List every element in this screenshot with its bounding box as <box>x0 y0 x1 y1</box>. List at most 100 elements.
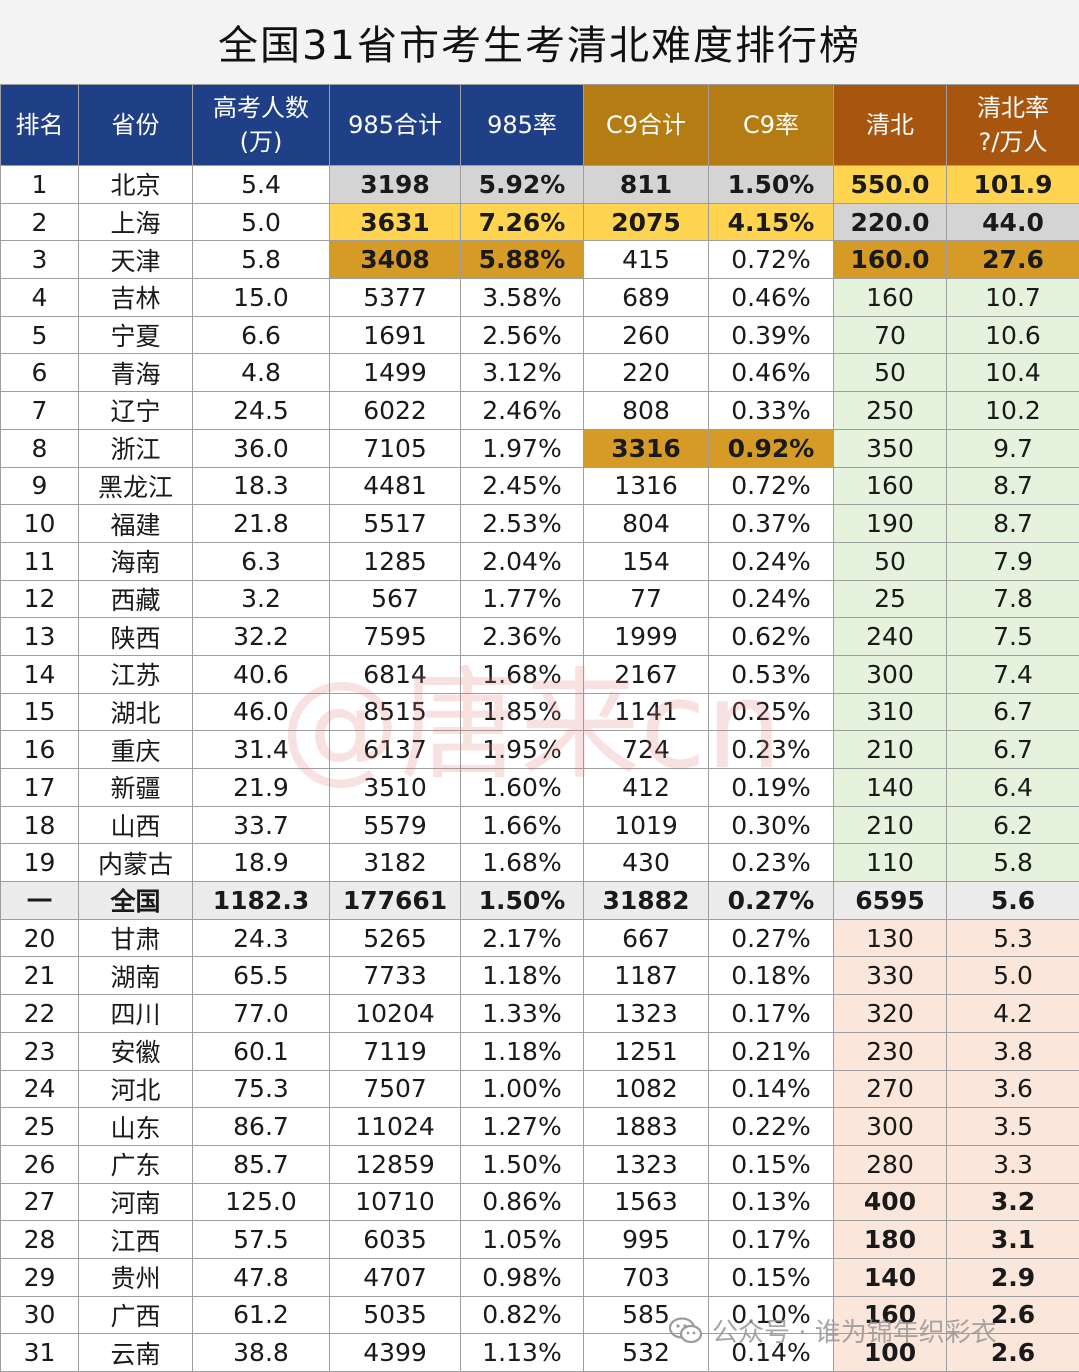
province-cell: 贵州 <box>78 1257 193 1297</box>
exam-count-cell: 21.8 <box>192 504 330 543</box>
c9-total-cell: 724 <box>583 730 709 769</box>
table-row: 14 江苏 40.6 6814 1.68% 2167 0.53% 300 7.4 <box>0 654 1079 694</box>
qingbei-cell: 220.0 <box>833 202 947 242</box>
qingbei-cell: 70 <box>833 315 947 355</box>
c9-total-cell: 412 <box>583 768 709 807</box>
985-total-cell: 6137 <box>329 730 461 769</box>
c9-total-cell: 260 <box>583 315 709 355</box>
qingbei-rate-cell: 27.6 <box>946 240 1079 280</box>
985-total-cell: 11024 <box>329 1107 461 1146</box>
rank-cell: 15 <box>0 692 79 732</box>
table-row: 20 甘肃 24.3 5265 2.17% 667 0.27% 130 5.3 <box>0 918 1079 958</box>
province-cell: 山西 <box>78 805 193 845</box>
c9-total-cell: 220 <box>583 353 709 393</box>
c9-total-cell: 532 <box>583 1333 709 1372</box>
table-row: 4 吉林 15.0 5377 3.58% 689 0.46% 160 10.7 <box>0 278 1079 317</box>
c9-rate-cell: 0.39% <box>708 315 834 355</box>
exam-count-cell: 61.2 <box>192 1295 330 1335</box>
c9-total-cell: 811 <box>583 165 709 204</box>
province-cell: 北京 <box>78 165 193 204</box>
table-row: 6 青海 4.8 1499 3.12% 220 0.46% 50 10.4 <box>0 353 1079 393</box>
c9-rate-cell: 0.27% <box>708 881 834 920</box>
985-rate-cell: 0.86% <box>460 1182 584 1222</box>
exam-count-cell: 85.7 <box>192 1144 330 1184</box>
c9-total-cell: 415 <box>583 240 709 280</box>
header-rank: 排名 <box>0 84 79 166</box>
table-row: 17 新疆 21.9 3510 1.60% 412 0.19% 140 6.4 <box>0 768 1079 807</box>
exam-count-cell: 24.3 <box>192 918 330 958</box>
qingbei-cell: 160.0 <box>833 240 947 280</box>
rank-cell: 24 <box>0 1069 79 1109</box>
table-row: 13 陕西 32.2 7595 2.36% 1999 0.62% 240 7.5 <box>0 617 1079 656</box>
rank-cell: 30 <box>0 1295 79 1335</box>
rank-cell: 22 <box>0 994 79 1033</box>
page-title: 全国31省市考生考清北难度排行榜 <box>0 0 1079 84</box>
qingbei-cell: 280 <box>833 1144 947 1184</box>
c9-rate-cell: 0.53% <box>708 654 834 694</box>
exam-count-cell: 5.4 <box>192 165 330 204</box>
qingbei-cell: 100 <box>833 1333 947 1372</box>
qingbei-cell: 400 <box>833 1182 947 1222</box>
exam-count-cell: 38.8 <box>192 1333 330 1372</box>
province-cell: 黑龙江 <box>78 466 193 506</box>
qingbei-cell: 50 <box>833 353 947 393</box>
province-cell: 河北 <box>78 1069 193 1109</box>
c9-total-cell: 430 <box>583 843 709 883</box>
c9-rate-cell: 0.25% <box>708 692 834 732</box>
qingbei-cell: 6595 <box>833 881 947 920</box>
header-qingbei: 清北 <box>833 84 947 166</box>
rank-cell: 1 <box>0 165 79 204</box>
header-label: 排名 <box>15 111 64 139</box>
qingbei-rate-cell: 6.2 <box>946 805 1079 845</box>
province-cell: 青海 <box>78 353 193 393</box>
c9-rate-cell: 0.72% <box>708 240 834 280</box>
qingbei-cell: 270 <box>833 1069 947 1109</box>
985-total-cell: 5035 <box>329 1295 461 1335</box>
header-exam-count: 高考人数 (万) <box>192 84 330 166</box>
985-total-cell: 5517 <box>329 504 461 543</box>
c9-rate-cell: 0.92% <box>708 428 834 468</box>
c9-rate-cell: 0.46% <box>708 278 834 317</box>
rank-cell: 9 <box>0 466 79 506</box>
qingbei-rate-cell: 3.6 <box>946 1069 1079 1109</box>
header-label: 985率 <box>487 111 557 139</box>
qingbei-rate-cell: 6.4 <box>946 768 1079 807</box>
qingbei-rate-cell: 5.6 <box>946 881 1079 920</box>
985-total-cell: 1285 <box>329 541 461 581</box>
rank-cell: 16 <box>0 730 79 769</box>
header-label: C9合计 <box>605 111 687 139</box>
985-rate-cell: 3.58% <box>460 278 584 317</box>
qingbei-rate-cell: 7.9 <box>946 541 1079 581</box>
rank-cell: 28 <box>0 1220 79 1259</box>
c9-rate-cell: 0.27% <box>708 918 834 958</box>
c9-total-cell: 689 <box>583 278 709 317</box>
c9-rate-cell: 0.22% <box>708 1107 834 1146</box>
province-cell: 湖北 <box>78 692 193 732</box>
985-rate-cell: 1.68% <box>460 843 584 883</box>
table-row: 11 海南 6.3 1285 2.04% 154 0.24% 50 7.9 <box>0 541 1079 581</box>
province-cell: 浙江 <box>78 428 193 468</box>
rank-cell: 21 <box>0 956 79 996</box>
province-cell: 江西 <box>78 1220 193 1259</box>
exam-count-cell: 31.4 <box>192 730 330 769</box>
c9-rate-cell: 0.24% <box>708 579 834 619</box>
qingbei-rate-cell: 3.1 <box>946 1220 1079 1259</box>
rank-cell: 23 <box>0 1031 79 1071</box>
qingbei-rate-cell: 2.6 <box>946 1333 1079 1372</box>
c9-total-cell: 1323 <box>583 994 709 1033</box>
rank-cell: 27 <box>0 1182 79 1222</box>
c9-rate-cell: 0.46% <box>708 353 834 393</box>
exam-count-cell: 18.9 <box>192 843 330 883</box>
rank-cell: 2 <box>0 202 79 242</box>
c9-total-cell: 3316 <box>583 428 709 468</box>
985-rate-cell: 2.46% <box>460 391 584 430</box>
qingbei-cell: 250 <box>833 391 947 430</box>
table-row: 22 四川 77.0 10204 1.33% 1323 0.17% 320 4.2 <box>0 994 1079 1033</box>
qingbei-rate-cell: 10.7 <box>946 278 1079 317</box>
rank-cell: 31 <box>0 1333 79 1372</box>
province-cell: 甘肃 <box>78 918 193 958</box>
rank-cell: 26 <box>0 1144 79 1184</box>
table-row: 12 西藏 3.2 567 1.77% 77 0.24% 25 7.8 <box>0 579 1079 619</box>
985-total-cell: 7105 <box>329 428 461 468</box>
985-rate-cell: 3.12% <box>460 353 584 393</box>
